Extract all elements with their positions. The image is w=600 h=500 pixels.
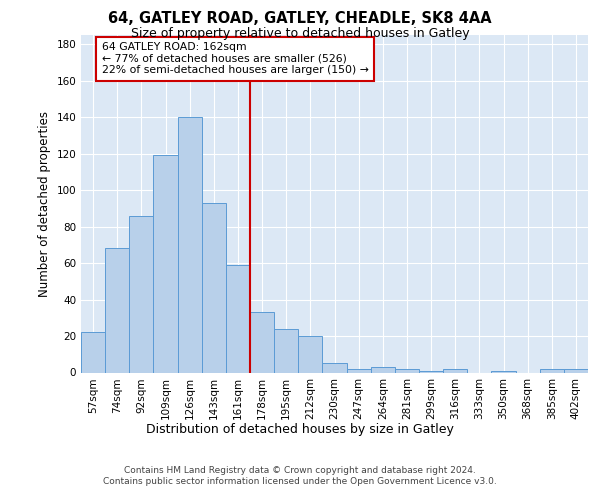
Bar — [274, 328, 298, 372]
Bar — [105, 248, 129, 372]
Bar — [298, 336, 322, 372]
Bar — [322, 364, 347, 372]
Bar — [564, 369, 588, 372]
Bar — [371, 367, 395, 372]
Bar — [178, 117, 202, 372]
Bar — [250, 312, 274, 372]
Bar — [419, 370, 443, 372]
Bar — [81, 332, 105, 372]
Bar — [129, 216, 154, 372]
Bar — [491, 370, 515, 372]
Bar — [395, 369, 419, 372]
Text: Size of property relative to detached houses in Gatley: Size of property relative to detached ho… — [131, 28, 469, 40]
Text: Contains public sector information licensed under the Open Government Licence v3: Contains public sector information licen… — [103, 477, 497, 486]
Bar — [347, 369, 371, 372]
Y-axis label: Number of detached properties: Number of detached properties — [38, 111, 51, 296]
Bar — [154, 156, 178, 372]
Text: Contains HM Land Registry data © Crown copyright and database right 2024.: Contains HM Land Registry data © Crown c… — [124, 466, 476, 475]
Text: 64, GATLEY ROAD, GATLEY, CHEADLE, SK8 4AA: 64, GATLEY ROAD, GATLEY, CHEADLE, SK8 4A… — [108, 11, 492, 26]
Bar — [443, 369, 467, 372]
Bar — [226, 265, 250, 372]
Text: 64 GATLEY ROAD: 162sqm
← 77% of detached houses are smaller (526)
22% of semi-de: 64 GATLEY ROAD: 162sqm ← 77% of detached… — [101, 42, 368, 76]
Text: Distribution of detached houses by size in Gatley: Distribution of detached houses by size … — [146, 422, 454, 436]
Bar — [202, 203, 226, 372]
Bar — [540, 369, 564, 372]
